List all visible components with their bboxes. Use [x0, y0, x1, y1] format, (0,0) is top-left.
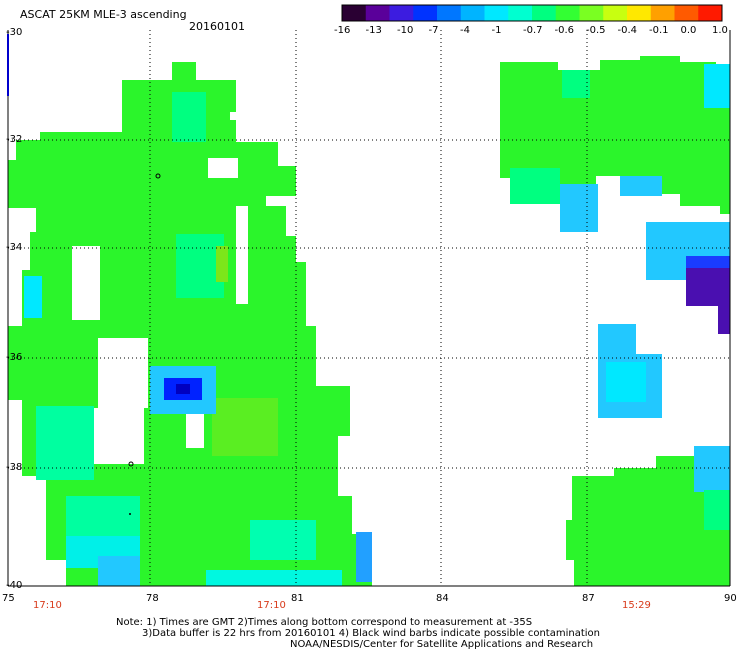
patch-r-sky-6	[694, 446, 730, 492]
patch-r-cyan-2	[606, 362, 646, 402]
colorbar-swatch	[342, 5, 367, 21]
colorbar-swatch	[555, 5, 580, 21]
lat-label: -40	[6, 580, 23, 591]
grid-lines	[8, 30, 730, 586]
swath-right	[500, 56, 730, 586]
gap-5	[208, 158, 238, 178]
lon-label: 81	[291, 593, 304, 604]
colorbar-label: -0.4	[617, 25, 638, 36]
patch-lg-5	[250, 520, 316, 560]
patch-cyan-1	[24, 276, 42, 318]
patch-yg-2	[212, 398, 278, 456]
gap-1	[72, 246, 100, 320]
patch-r-cyan-1	[704, 64, 730, 108]
patch-sky-2	[356, 532, 372, 582]
colorbar-swatch	[437, 5, 462, 21]
colorbar-swatch	[603, 5, 628, 21]
lon-label: 84	[436, 593, 449, 604]
contamination-mark-2	[128, 461, 134, 467]
note-line-3: NOAA/NESDIS/Center for Satellite Applica…	[290, 639, 594, 650]
patch-yg-1	[216, 246, 228, 282]
swath-left	[8, 62, 372, 586]
patch-lg-1	[172, 92, 206, 142]
patch-r-sky-4	[598, 324, 636, 358]
patch-r-sky-2	[620, 176, 662, 196]
colorbar-swatch	[508, 5, 533, 21]
colorbar-swatch	[579, 5, 604, 21]
colorbar-label: -10	[397, 25, 414, 36]
lon-label: 90	[724, 593, 737, 604]
lat-label: -32	[6, 134, 23, 145]
contamination-mark-3	[129, 513, 131, 515]
patch-sky-1	[98, 556, 140, 586]
time-label: 17:10	[257, 600, 286, 611]
note-line-2: 3)Data buffer is 22 hrs from 20160101 4)…	[142, 628, 600, 639]
patch-blue-2	[176, 384, 190, 394]
colorbar-swatch	[413, 5, 438, 21]
contamination-mark-1	[155, 173, 161, 179]
colorbar-label: -7	[428, 25, 439, 36]
product-date: 20160101	[189, 20, 245, 33]
time-label: 17:10	[33, 600, 62, 611]
colorbar-label: -1	[491, 25, 502, 36]
colorbar-swatch	[365, 5, 390, 21]
gap-6	[236, 206, 248, 304]
colorbar-label: -0.6	[554, 25, 575, 36]
colorbar-swatch	[484, 5, 509, 21]
gap-2	[98, 338, 148, 408]
colorbar	[341, 4, 723, 22]
lat-label: -36	[6, 352, 23, 363]
patch-lg-3	[36, 406, 94, 480]
axes-frame	[7, 30, 731, 587]
patch-r-purple-1	[686, 268, 730, 306]
colorbar-label: -0.7	[523, 25, 543, 36]
patch-r-blue-1	[686, 256, 730, 270]
colorbar-label: -0.1	[649, 25, 669, 36]
colorbar-label: -16	[334, 25, 351, 36]
time-label: 15:29	[622, 600, 651, 611]
lon-label: 78	[146, 593, 159, 604]
colorbar-label: 1.0	[712, 25, 728, 36]
note-line-1: Note: 1) Times are GMT 2)Times along bot…	[116, 617, 533, 628]
patch-r-lg-2	[562, 70, 590, 98]
patch-r-purple-2	[718, 300, 730, 334]
lat-label: -34	[6, 242, 23, 253]
colorbar-swatch	[674, 5, 699, 21]
patch-r-lg-1	[510, 168, 560, 204]
colorbar-swatch	[627, 5, 652, 21]
colorbar-swatch	[650, 5, 675, 21]
lon-label: 75	[2, 593, 15, 604]
colorbar-swatch	[698, 5, 723, 21]
lat-label: -38	[6, 462, 23, 473]
gap-4	[186, 408, 204, 448]
colorbar-label: -13	[365, 25, 382, 36]
colorbar-label: -0.5	[586, 25, 606, 36]
lat-label: -30	[6, 27, 23, 38]
product-title: ASCAT 25KM MLE-3 ascending	[20, 8, 187, 21]
gap-3	[88, 408, 144, 464]
colorbar-label: -4	[460, 25, 470, 36]
patch-r-lg-3	[704, 490, 730, 530]
colorbar-label: 0.0	[680, 25, 697, 36]
patch-cyan-3	[206, 570, 342, 586]
colorbar-swatch	[460, 5, 485, 21]
lon-label: 87	[582, 593, 595, 604]
colorbar-swatch	[532, 5, 557, 21]
swath-right-bottom	[566, 446, 730, 586]
colorbar-frame	[341, 4, 723, 22]
colorbar-swatch	[389, 5, 414, 21]
patch-r-sky-1	[560, 184, 598, 232]
